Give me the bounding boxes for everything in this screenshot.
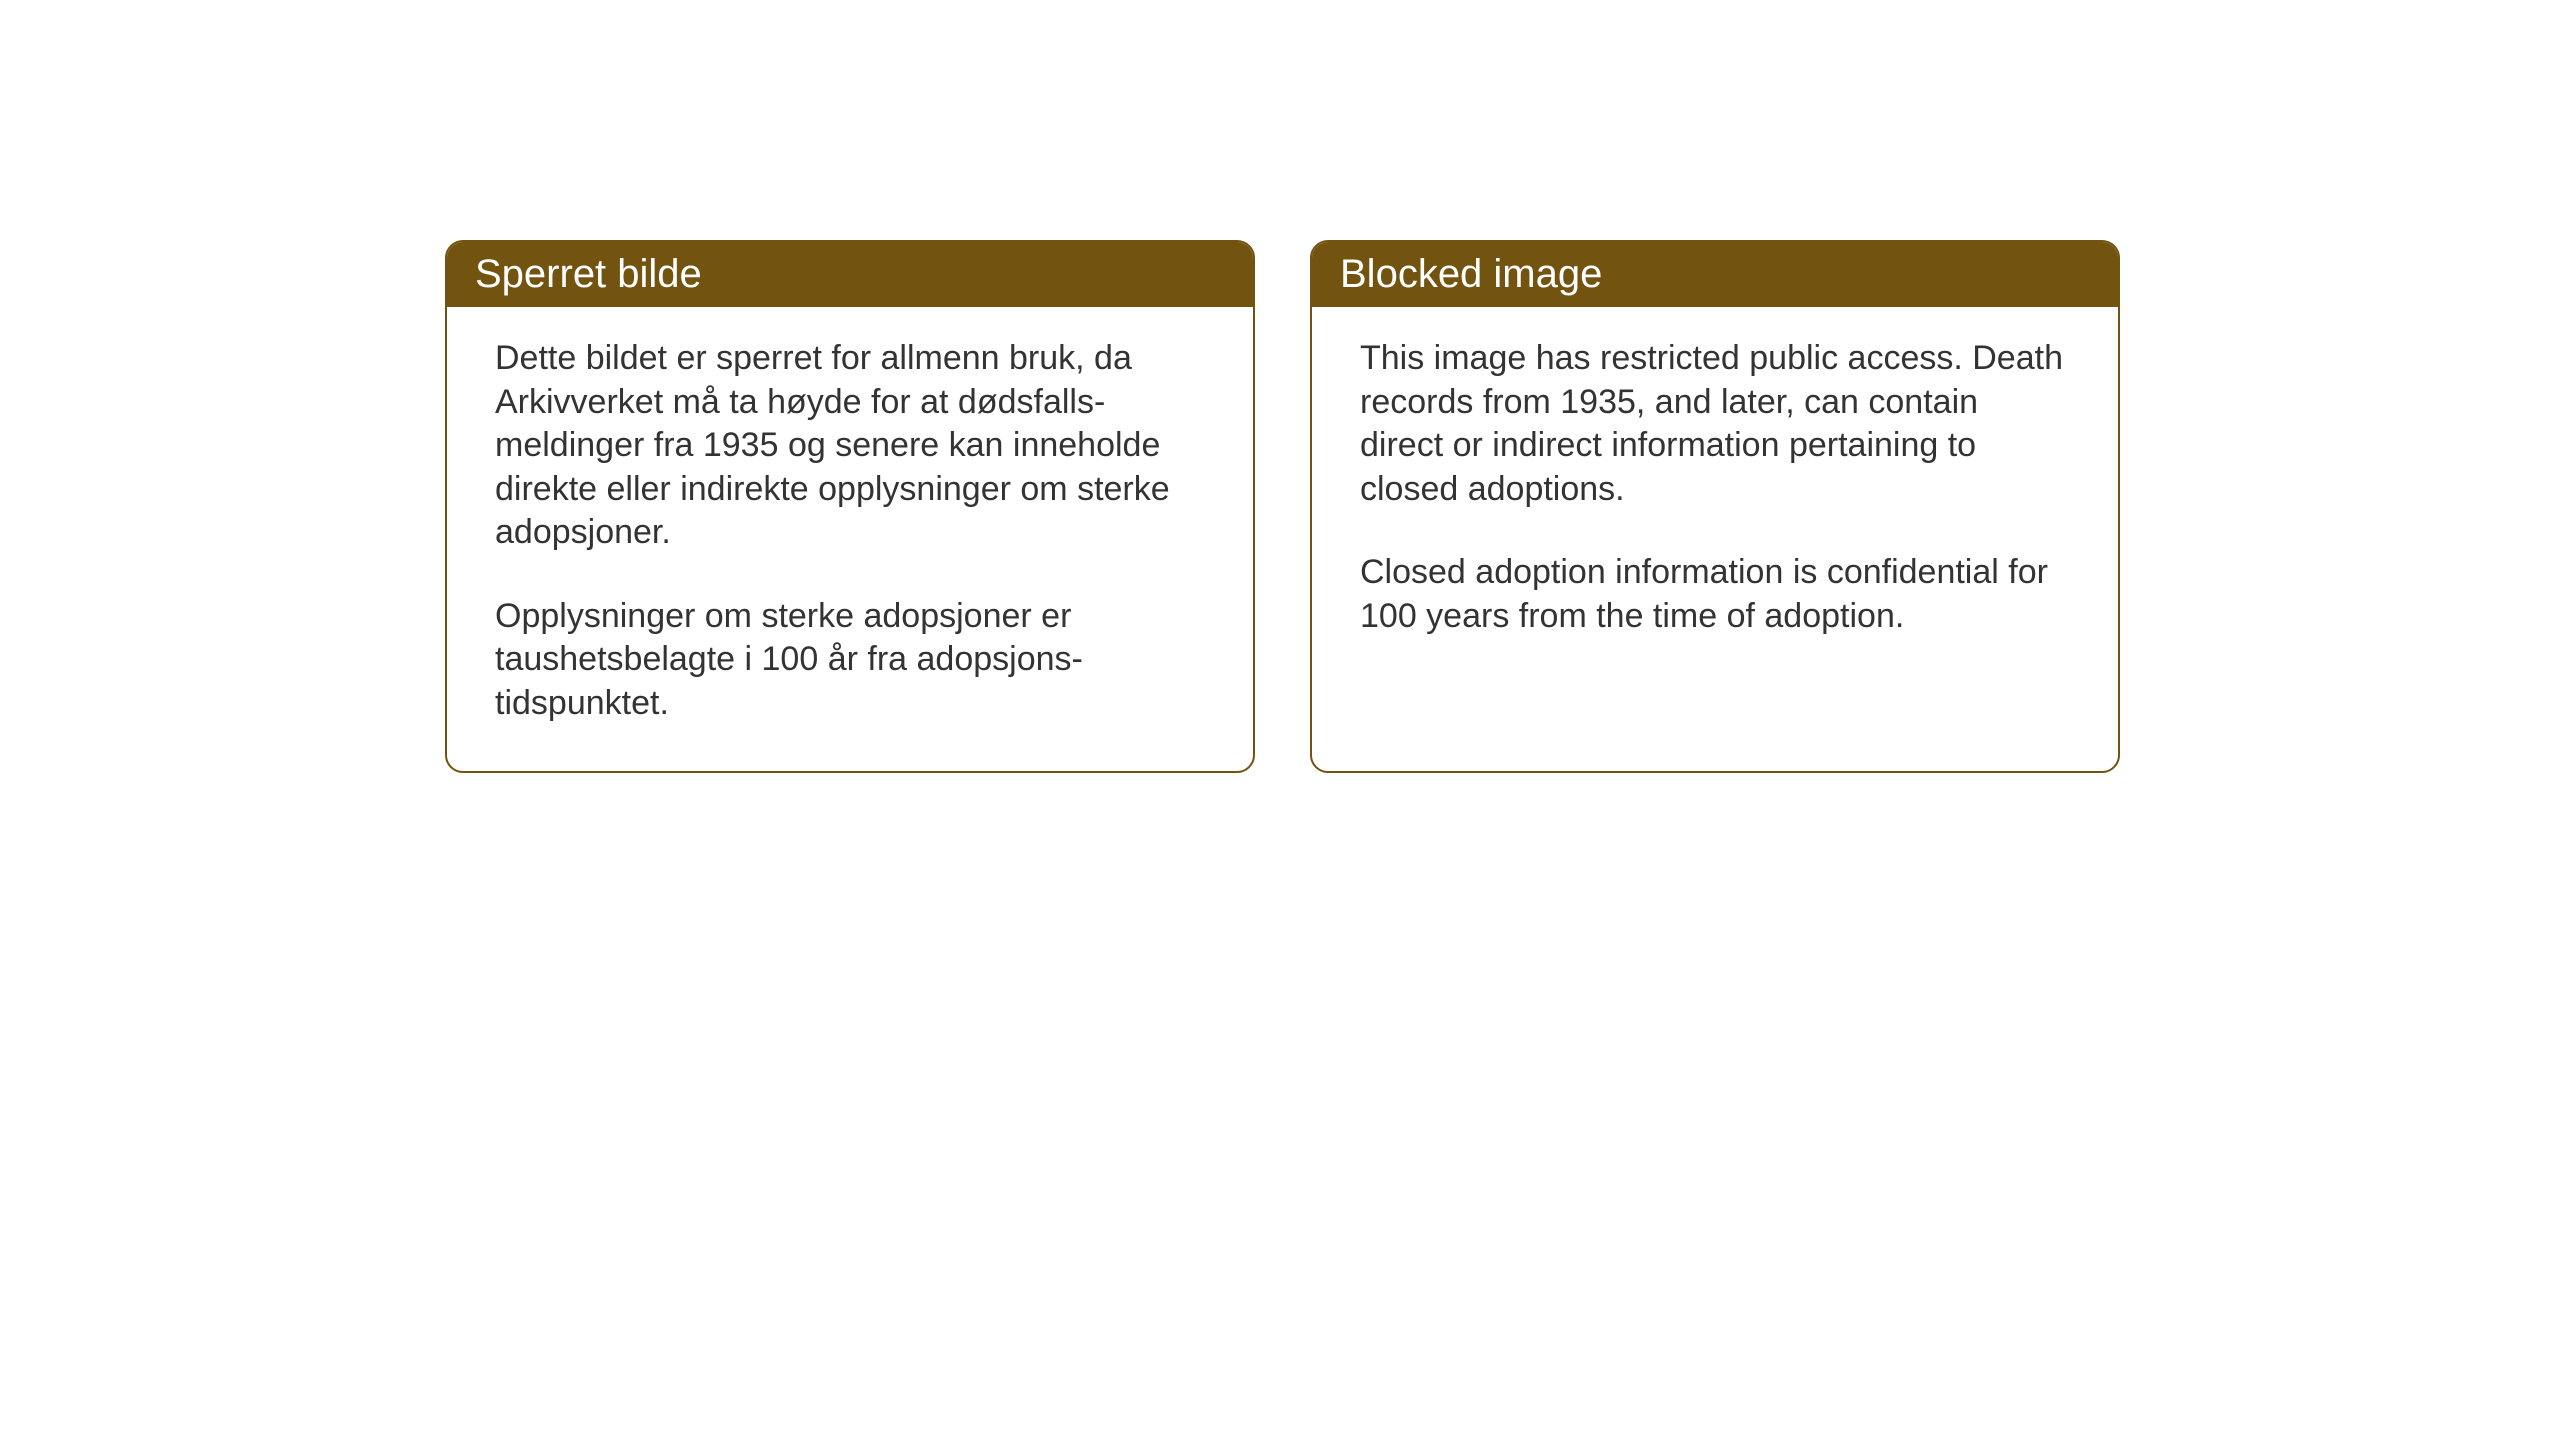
card-title-english: Blocked image (1340, 252, 1602, 296)
card-paragraph-norwegian-1: Dette bildet er sperret for allmenn bruk… (495, 337, 1205, 555)
card-title-norwegian: Sperret bilde (475, 252, 702, 296)
card-body-english: This image has restricted public access.… (1312, 307, 2118, 684)
card-header-english: Blocked image (1312, 242, 2118, 307)
notice-card-norwegian: Sperret bilde Dette bildet er sperret fo… (445, 240, 1255, 773)
notice-cards-container: Sperret bilde Dette bildet er sperret fo… (445, 240, 2120, 773)
card-paragraph-english-2: Closed adoption information is confident… (1360, 551, 2070, 638)
card-paragraph-english-1: This image has restricted public access.… (1360, 337, 2070, 511)
card-header-norwegian: Sperret bilde (447, 242, 1253, 307)
card-paragraph-norwegian-2: Opplysninger om sterke adopsjoner er tau… (495, 595, 1205, 726)
card-body-norwegian: Dette bildet er sperret for allmenn bruk… (447, 307, 1253, 771)
notice-card-english: Blocked image This image has restricted … (1310, 240, 2120, 773)
